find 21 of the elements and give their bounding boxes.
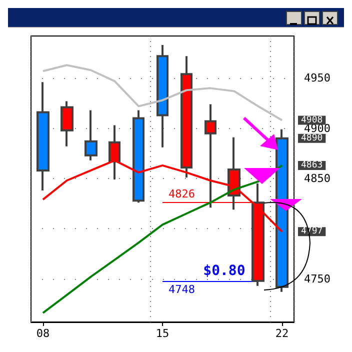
x-tick-label: 15 xyxy=(156,327,170,340)
y-tick-label: 4850 xyxy=(304,172,330,185)
y-tick-label: 4950 xyxy=(304,72,330,85)
y-tick-label: 4750 xyxy=(304,272,330,286)
annotation: 4890 xyxy=(301,133,323,144)
candlestick xyxy=(36,81,50,192)
line-series xyxy=(42,64,284,122)
ref-line-label: 4748 xyxy=(168,282,195,296)
line-series xyxy=(42,164,284,314)
candlestick xyxy=(60,100,74,148)
annotation: 4908 xyxy=(301,115,323,126)
annotation: $0.80 xyxy=(203,262,246,279)
annotation: 4863 xyxy=(301,160,323,170)
candlestick xyxy=(132,109,144,204)
candlestick xyxy=(276,128,288,293)
candlestick xyxy=(156,44,168,148)
annotation: 4797 xyxy=(301,226,323,237)
ref-line-label: 4826 xyxy=(168,188,195,201)
x-tick-label: 22 xyxy=(275,327,289,340)
candlestick xyxy=(84,109,98,162)
x-tick-label: 08 xyxy=(36,327,50,340)
